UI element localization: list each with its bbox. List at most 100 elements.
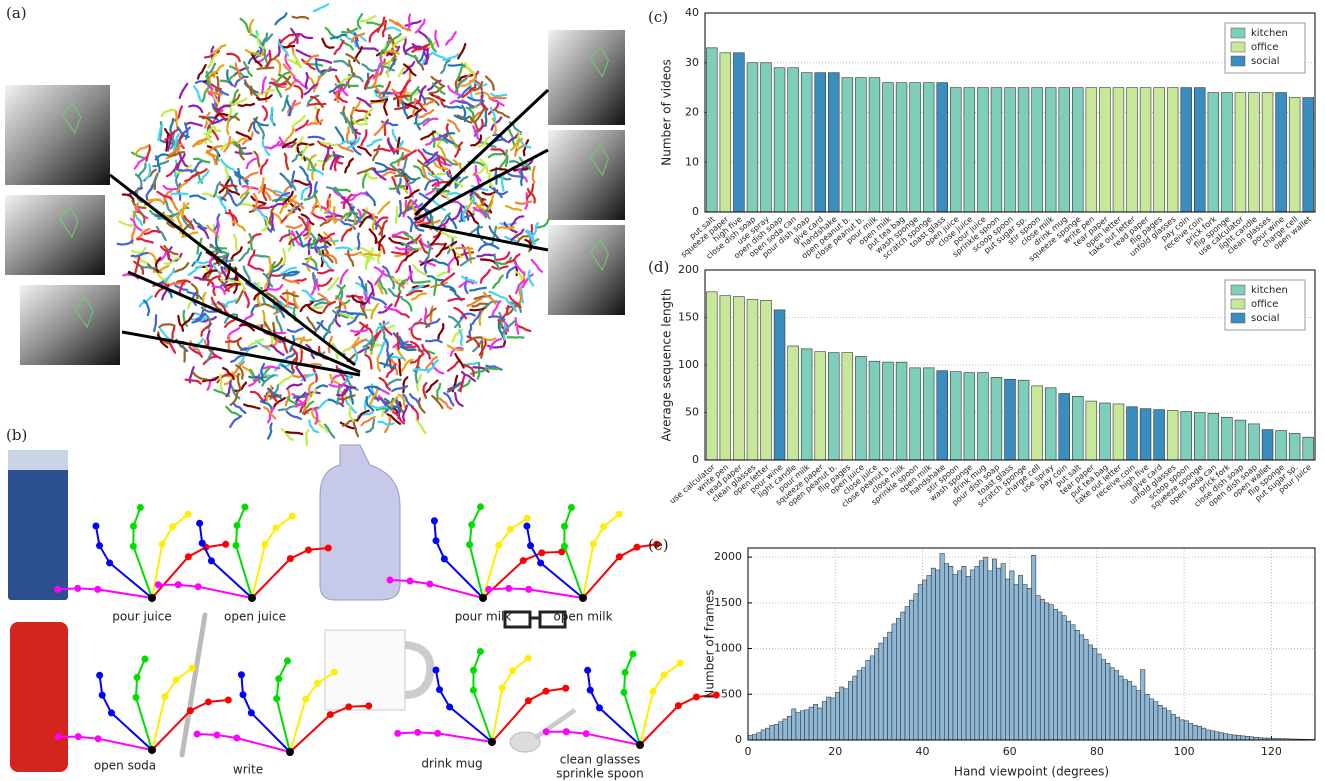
tsne-trace <box>277 41 290 57</box>
tsne-trace <box>447 213 458 230</box>
tsne-trace <box>237 102 256 108</box>
legend-swatch <box>1230 298 1246 310</box>
tsne-trace <box>489 337 503 351</box>
tsne-trace <box>374 239 386 255</box>
bar <box>855 356 867 461</box>
joint <box>54 733 62 741</box>
joint <box>94 585 102 593</box>
tsne-trace <box>373 147 391 152</box>
joint <box>302 695 310 703</box>
tsne-trace <box>233 233 239 252</box>
joint <box>485 585 493 593</box>
finger <box>586 670 641 746</box>
tsne-trace <box>357 145 372 157</box>
tsne-trace <box>395 21 412 32</box>
bar <box>1031 87 1043 213</box>
tsne-trace <box>456 63 466 81</box>
joint <box>426 580 434 588</box>
histogram-bar <box>1061 615 1067 741</box>
tsne-trace <box>222 366 235 381</box>
tsne-trace <box>401 100 409 118</box>
histogram-bar <box>1070 624 1076 741</box>
bar <box>990 377 1003 461</box>
bar <box>828 72 840 213</box>
joint <box>133 673 141 681</box>
finger <box>151 667 193 751</box>
tsne-trace <box>299 301 314 313</box>
joint <box>324 544 332 552</box>
bar <box>828 352 840 461</box>
tsne-trace <box>295 230 304 248</box>
wrist <box>248 594 256 602</box>
tsne-trace <box>457 42 467 60</box>
joint <box>615 510 623 518</box>
tsne-trace <box>430 75 446 88</box>
tsne-trace <box>240 345 258 352</box>
histogram-bar <box>1053 609 1058 741</box>
tsne-trace <box>488 97 505 107</box>
tsne-trace <box>477 135 491 148</box>
histogram-bar <box>839 686 845 741</box>
tsne-trace <box>531 165 536 184</box>
finger <box>134 658 153 751</box>
tsne-trace <box>400 241 418 252</box>
spoon-handle <box>533 707 577 741</box>
tsne-trace <box>364 338 375 354</box>
joint <box>184 510 192 518</box>
tsne-trace <box>303 406 320 416</box>
tsne-trace <box>389 163 403 178</box>
tsne-trace <box>275 315 283 333</box>
tsne-trace <box>351 192 370 197</box>
tsne-trace <box>222 298 238 309</box>
histogram-bar <box>760 729 766 741</box>
tsne-trace <box>283 176 297 191</box>
tsne-trace <box>316 398 331 411</box>
joint <box>649 688 657 696</box>
tsne-trace <box>183 215 195 230</box>
tsne-trace <box>484 75 495 91</box>
finger <box>639 694 717 746</box>
tsne-trace <box>467 209 479 225</box>
tsne-trace <box>136 237 154 244</box>
bar <box>1153 409 1165 461</box>
joint <box>440 555 448 563</box>
tsne-trace <box>159 245 171 261</box>
histogram-bar <box>1118 675 1124 741</box>
tsne-trace <box>228 175 238 192</box>
tsne-trace <box>370 97 389 103</box>
finger <box>546 730 641 746</box>
bar <box>787 67 799 213</box>
tsne-trace <box>214 112 231 119</box>
tsne-trace <box>210 296 223 311</box>
tsne-trace <box>145 144 152 162</box>
tsne-trace <box>300 213 315 226</box>
tsne-trace <box>438 134 455 145</box>
tsne-trace <box>484 107 488 126</box>
finger <box>622 653 641 746</box>
tsne-trace <box>269 344 285 356</box>
tsne-trace <box>152 265 170 273</box>
tsne-trace <box>281 94 289 112</box>
tsne-trace <box>517 288 523 307</box>
tsne-trace <box>284 194 298 209</box>
bar <box>1126 87 1138 213</box>
tsne-trace <box>266 422 273 440</box>
tsne-trace <box>405 289 423 297</box>
tsne-trace <box>181 312 195 327</box>
tsne-trace <box>455 246 474 250</box>
tsne-trace <box>311 211 327 222</box>
tsne-trace <box>352 419 360 438</box>
histogram-bar <box>1013 584 1019 741</box>
tsne-trace <box>480 94 489 111</box>
tsne-trace <box>205 89 223 96</box>
histogram-bar <box>821 701 827 741</box>
tsne-trace <box>354 210 368 225</box>
bar <box>1058 87 1070 213</box>
tsne-trace <box>414 98 428 112</box>
tsne-trace <box>498 311 503 330</box>
histogram-bar <box>1087 644 1093 741</box>
y-axis-label: Number of frames <box>703 589 717 698</box>
tsne-trace <box>198 115 215 125</box>
tsne-trace <box>190 283 199 300</box>
tsne-trace <box>360 129 368 147</box>
